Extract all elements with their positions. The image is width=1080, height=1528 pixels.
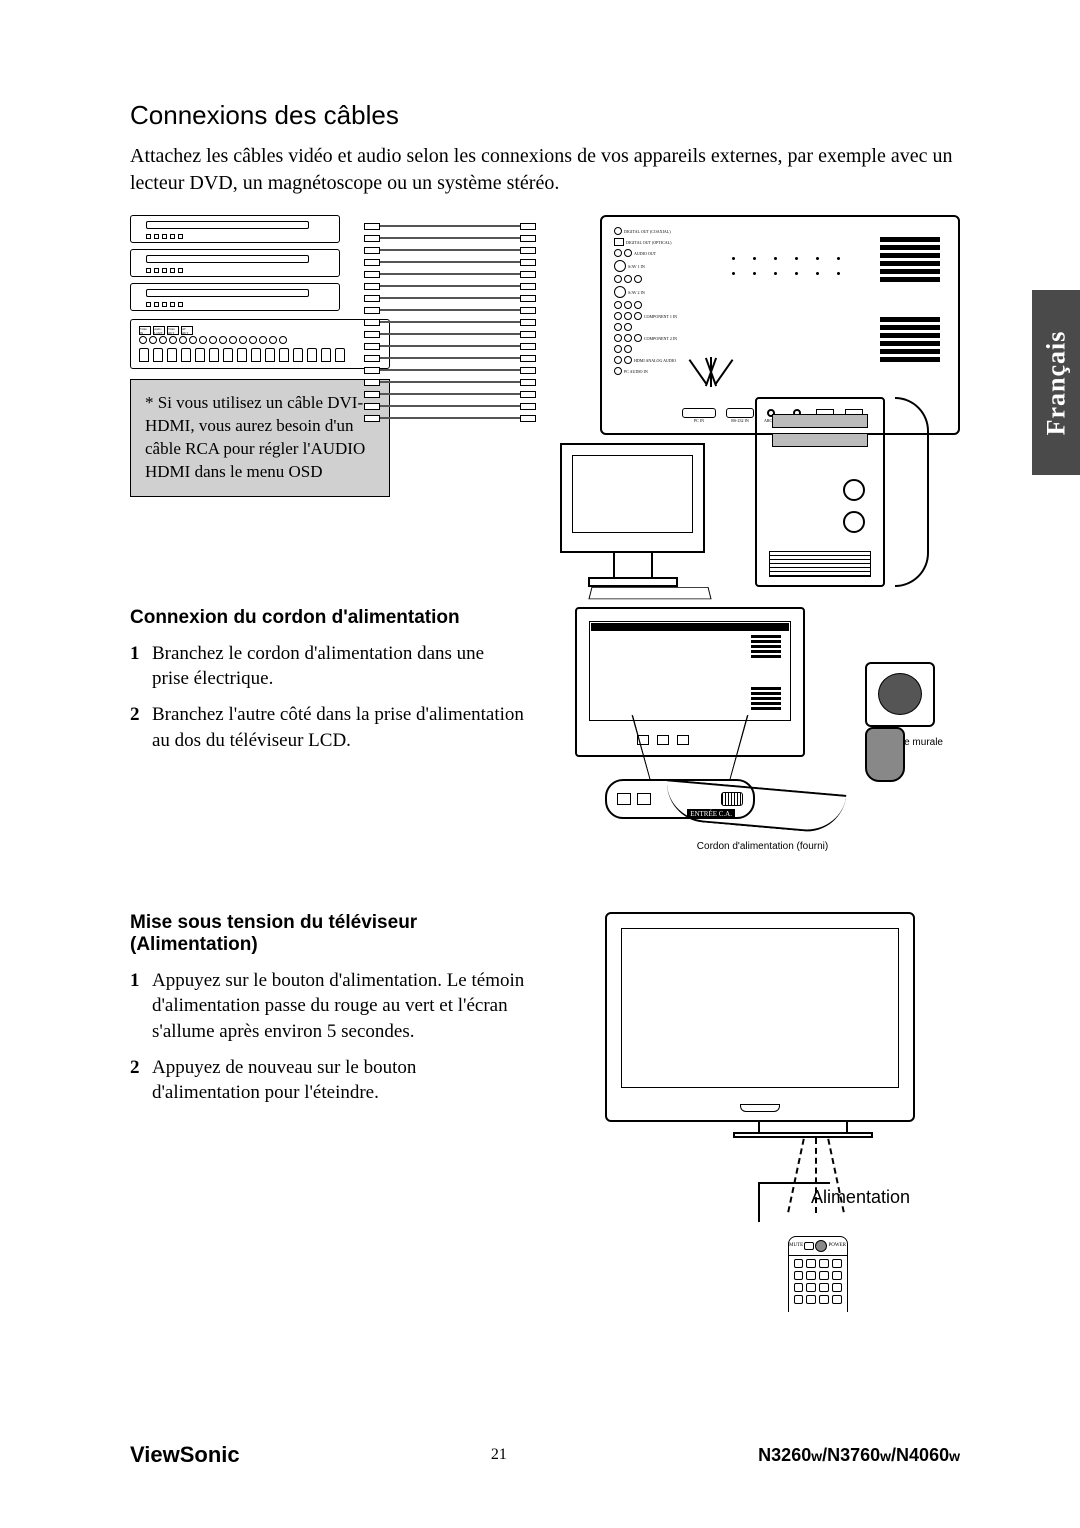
port-label: DIGITAL OUT (COAXIAL) bbox=[624, 229, 671, 234]
power-cord-step-2: 2 Branchez l'autre côté dans la prise d'… bbox=[130, 702, 525, 753]
power-label: Alimentation bbox=[811, 1187, 910, 1208]
cable-diagram-row: Video IN Audio L OUT Video OUT AV OUT bbox=[130, 215, 960, 497]
pc-tower bbox=[755, 397, 885, 587]
av-receiver: Video IN Audio L OUT Video OUT AV OUT bbox=[130, 319, 390, 369]
cord-caption: Cordon d'alimentation (fourni) bbox=[565, 841, 960, 852]
power-cord-heading: Connexion du cordon d'alimentation bbox=[130, 607, 525, 629]
port-label: COMPONENT 1 IN bbox=[644, 314, 677, 319]
remote-control: MUTE POWER bbox=[788, 1236, 848, 1312]
port-column: DIGITAL OUT (COAXIAL) DIGITAL OUT (OPTIC… bbox=[614, 227, 677, 375]
receiver-label: Audio L OUT bbox=[153, 326, 165, 335]
dvd-unit-1 bbox=[130, 215, 340, 243]
power-on-section: Mise sous tension du téléviseur (Aliment… bbox=[130, 912, 960, 1312]
remote-mute-label: MUTE bbox=[789, 1243, 803, 1248]
port-label: S/AV 1 IN bbox=[628, 264, 645, 269]
tv-front-large bbox=[605, 912, 915, 1122]
port-label: DIGITAL OUT (OPTICAL) bbox=[626, 240, 671, 245]
mounting-holes bbox=[732, 257, 842, 275]
receiver-label: AV OUT bbox=[181, 326, 193, 335]
receiver-label: Video OUT bbox=[167, 326, 179, 335]
power-cord-section: Connexion du cordon d'alimentation 1 Bra… bbox=[130, 607, 960, 852]
power-plug bbox=[865, 727, 905, 782]
footer-brand: ViewSonic bbox=[130, 1442, 240, 1468]
port-label: COMPONENT 2 IN bbox=[644, 336, 677, 341]
footer-page-number: 21 bbox=[491, 1446, 507, 1464]
step-text: Appuyez sur le bouton d'alimentation. Le… bbox=[152, 968, 525, 1045]
wall-outlet bbox=[865, 662, 935, 727]
power-cord-diagram: ENTRÉE C.A. Prise murale bbox=[565, 607, 935, 837]
dvd-unit-3 bbox=[130, 283, 340, 311]
power-cord-line bbox=[664, 779, 847, 835]
pc-illustration bbox=[560, 357, 980, 587]
cable-lines bbox=[380, 225, 520, 419]
dvi-hdmi-note: * Si vous utilisez un câble DVI-HDMI, vo… bbox=[130, 379, 390, 497]
page-footer: ViewSonic 21 N3260w/N3760w/N4060w bbox=[130, 1442, 960, 1468]
intro-text: Attachez les câbles vidéo et audio selon… bbox=[130, 143, 960, 197]
keyboard-icon bbox=[588, 587, 711, 599]
section-title: Connexions des câbles bbox=[130, 100, 960, 131]
dvd-unit-2 bbox=[130, 249, 340, 277]
antenna-icon bbox=[685, 357, 735, 387]
power-cord-step-1: 1 Branchez le cordon d'alimentation dans… bbox=[130, 641, 525, 692]
footer-models: N3260w/N3760w/N4060w bbox=[758, 1445, 960, 1466]
remote-power-label: POWER bbox=[828, 1243, 846, 1248]
devices-diagram: Video IN Audio L OUT Video OUT AV OUT bbox=[130, 215, 540, 497]
page: Connexions des câbles Attachez les câble… bbox=[0, 0, 1080, 1528]
step-text: Appuyez de nouveau sur le bouton d'alime… bbox=[152, 1055, 525, 1106]
remote-power-button bbox=[815, 1240, 827, 1252]
power-callout-line bbox=[760, 1182, 830, 1184]
vent-top bbox=[880, 237, 940, 285]
power-on-step-1: 1 Appuyez sur le bouton d'alimentation. … bbox=[130, 968, 525, 1045]
port-label: AUDIO OUT bbox=[634, 251, 656, 256]
power-on-heading: Mise sous tension du téléviseur (Aliment… bbox=[130, 912, 525, 956]
receiver-label: Video IN bbox=[139, 326, 151, 335]
power-on-step-2: 2 Appuyez de nouveau sur le bouton d'ali… bbox=[130, 1055, 525, 1106]
dvd-stack bbox=[130, 215, 340, 311]
step-text: Branchez l'autre côté dans la prise d'al… bbox=[152, 702, 525, 753]
pc-monitor bbox=[560, 443, 705, 587]
step-text: Branchez le cordon d'alimentation dans u… bbox=[152, 641, 525, 692]
tv-back-diagram: DIGITAL OUT (COAXIAL) DIGITAL OUT (OPTIC… bbox=[550, 215, 960, 497]
port-label: S/AV 2 IN bbox=[628, 290, 645, 295]
